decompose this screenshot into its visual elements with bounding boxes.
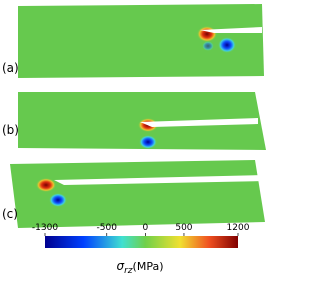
- unit: (MPa): [133, 260, 164, 273]
- crack: [54, 175, 266, 185]
- panel-label: (b): [2, 123, 19, 137]
- tick-label: 0: [142, 223, 148, 233]
- colorbar-label: σrz(MPa): [116, 259, 163, 276]
- crack: [200, 27, 262, 33]
- stress-trough: [202, 41, 214, 51]
- stress-peak: [197, 26, 217, 42]
- tick-label: -1300: [32, 223, 58, 233]
- stress-peak: [36, 178, 56, 192]
- tick-label: 500: [175, 223, 192, 233]
- stress-trough: [49, 193, 67, 207]
- subscript: rz: [124, 266, 133, 276]
- plate: [18, 4, 264, 78]
- symbol: σ: [116, 259, 124, 273]
- stress-trough: [139, 135, 157, 149]
- plate: [10, 160, 265, 228]
- tick-label: 1200: [227, 223, 250, 233]
- panel-label: (a): [2, 61, 19, 75]
- crack: [140, 118, 258, 127]
- tick-label: -500: [97, 223, 118, 233]
- stress-trough: [218, 37, 236, 53]
- figure: (a) (b) (c) σrz(MPa) -1300 -500 0 500 1200: [2, 4, 266, 276]
- colorbar: [45, 236, 238, 248]
- panel-label: (c): [2, 207, 18, 221]
